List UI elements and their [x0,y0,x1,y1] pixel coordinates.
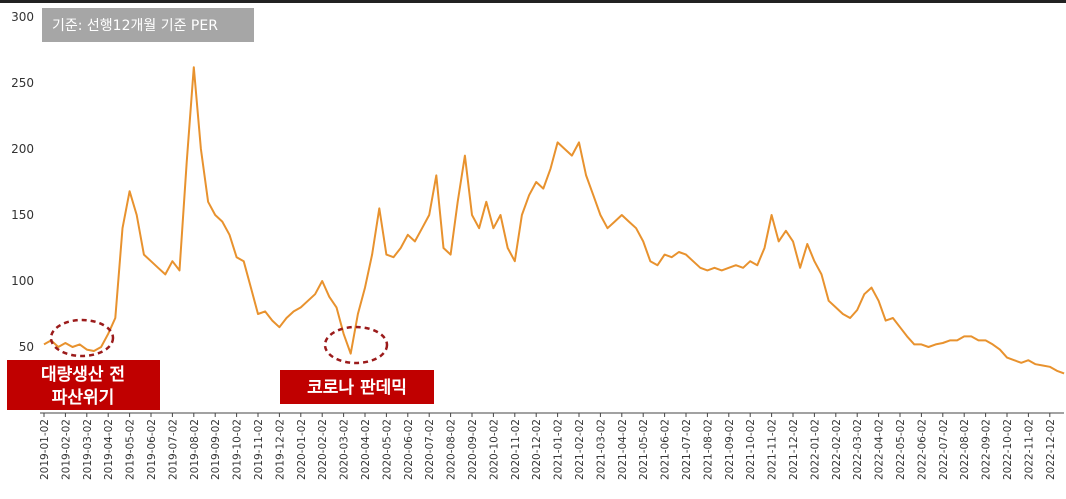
x-tick-label: 2021-05-02 [638,419,650,480]
x-tick-label: 2019-04-02 [103,419,115,480]
x-tick-label: 2020-06-02 [403,419,415,480]
x-tick-label: 2019-08-02 [189,419,201,480]
x-tick-label: 2021-08-02 [702,419,714,480]
x-tick-label: 2020-07-02 [424,419,436,480]
line [43,66,1065,375]
x-tick-label: 2021-06-02 [660,419,672,480]
x-tick-label: 2020-11-02 [510,419,522,480]
x-tick-label: 2022-12-02 [1045,419,1057,480]
highlight-ellipse [323,325,389,365]
highlight-ellipse [49,318,115,358]
x-tick-label: 2019-06-02 [146,419,158,480]
x-tick-label: 2021-11-02 [767,419,779,480]
x-tick-label: 2022-06-02 [916,419,928,480]
x-tick-label: 2022-09-02 [981,419,993,480]
x-tick-label: 2021-04-02 [617,419,629,480]
annotation-box [7,360,160,410]
y-tick-label: 100 [11,274,34,288]
y-tick-label: 150 [11,208,34,222]
x-tick-label: 2022-07-02 [938,419,950,480]
annotation: 파산위기 [52,388,115,408]
x-tick-label: 2020-04-02 [360,419,372,480]
note: 기준: 선행12개월 기준 PER [52,18,218,34]
x-tick-label: 2019-10-02 [232,419,244,480]
x-tick-label: 2019-07-02 [167,419,179,480]
x-tick-label: 2021-02-02 [574,419,586,480]
x-tick-label: 2019-12-02 [274,419,286,480]
x-tick-label: 2021-09-02 [724,419,736,480]
x-tick-label: 2019-05-02 [125,419,137,480]
x-tick-label: 2022-04-02 [874,419,886,480]
x-tick-label: 2020-10-02 [488,419,500,480]
x-tick-label: 2022-10-02 [1002,419,1014,480]
x-tick-label: 2020-12-02 [531,419,543,480]
x-tick-label: 2019-09-02 [210,419,222,480]
x-tick-label: 2019-01-02 [39,419,51,480]
annotation-box [280,370,434,404]
note-box [42,8,254,42]
x-tick-label: 2022-08-02 [959,419,971,480]
x-tick-label: 2020-03-02 [339,419,351,480]
x-tick-label: 2019-02-02 [60,419,72,480]
x-tick-label: 2021-07-02 [681,419,693,480]
x-tick-label: 2020-02-02 [317,419,329,480]
y-tick-label: 50 [19,340,34,354]
x-tick-label: 2022-01-02 [809,419,821,480]
top-band [0,0,1066,3]
x-tick-label: 2020-09-02 [467,419,479,480]
x-tick-label: 2020-08-02 [446,419,458,480]
y-tick-label: 300 [11,10,34,24]
x-tick-label: 2022-03-02 [852,419,864,480]
annotation: 대량생산 전 [41,365,125,385]
x-tick-label: 2022-05-02 [895,419,907,480]
annotation: 코로나 판데믹 [307,378,407,398]
y-tick-label: 250 [11,76,34,90]
x-tick-label: 2021-12-02 [788,419,800,480]
x-tick-label: 2021-03-02 [595,419,607,480]
x-tick-label: 2021-01-02 [553,419,565,480]
x-tick-label: 2019-11-02 [253,419,265,480]
x-tick-label: 2022-02-02 [831,419,843,480]
x-tick-label: 2019-03-02 [82,419,94,480]
x-tick-label: 2020-05-02 [381,419,393,480]
x-tick-label: 2021-10-02 [745,419,757,480]
y-tick-label: 200 [11,142,34,156]
x-tick-label: 2020-01-02 [296,419,308,480]
x-tick-label: 2022-11-02 [1023,419,1035,480]
